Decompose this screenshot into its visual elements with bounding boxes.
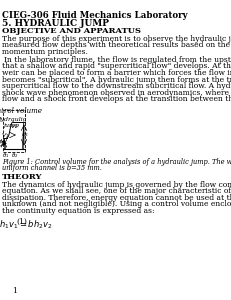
- Text: The purpose of this experiment is to observe the hydraulic jump phenomenon and t: The purpose of this experiment is to obs…: [2, 35, 231, 43]
- Text: (1): (1): [16, 218, 27, 226]
- Text: Control volume: Control volume: [0, 106, 42, 115]
- Text: weir can be placed to form a barrier which forces the flow in front of the weir : weir can be placed to form a barrier whi…: [2, 69, 231, 77]
- Text: becomes "subcritical". A hydraulic jump then forms at the transition from the up: becomes "subcritical". A hydraulic jump …: [2, 76, 231, 84]
- Text: $Q = bh_1v_1 = bh_2v_2$: $Q = bh_1v_1 = bh_2v_2$: [0, 218, 52, 231]
- Text: uniform channel is b=35 mm.: uniform channel is b=35 mm.: [2, 164, 102, 172]
- Text: THEORY: THEORY: [2, 173, 43, 181]
- Text: that a shallow and rapid "supercritical flow" develops. At the downstream end, a: that a shallow and rapid "supercritical …: [2, 62, 231, 70]
- Text: CIEG-306 Fluid Mechanics Laboratory: CIEG-306 Fluid Mechanics Laboratory: [2, 11, 188, 20]
- Text: $\theta_1$: $\theta_1$: [2, 152, 9, 160]
- Text: Hydraulic
jump: Hydraulic jump: [0, 117, 27, 128]
- Text: The dynamics of hydraulic jump is governed by the flow continuity and the moment: The dynamics of hydraulic jump is govern…: [2, 181, 231, 189]
- Text: unknown (and not negligible). Using a control volume enclosing the jump as shown: unknown (and not negligible). Using a co…: [2, 200, 231, 208]
- Text: $V_2$: $V_2$: [10, 122, 19, 131]
- Text: OBJECTIVE AND APPARATUS: OBJECTIVE AND APPARATUS: [2, 27, 141, 35]
- Text: supercritical flow to the downstream subcritical flow. A hydraulic jump is analo: supercritical flow to the downstream sub…: [2, 82, 231, 90]
- Text: shock wave phenomenon observed in aerodynamics, where a supersonic flow meets a : shock wave phenomenon observed in aerody…: [2, 89, 231, 97]
- Text: $\theta_2$: $\theta_2$: [11, 152, 18, 160]
- Text: measured flow depths with theoretical results based on the application of contin: measured flow depths with theoretical re…: [2, 41, 231, 50]
- Text: $V_1$: $V_1$: [1, 131, 10, 140]
- Text: In the laboratory flume, the flow is regulated from the upstream end by a sluice: In the laboratory flume, the flow is reg…: [4, 56, 231, 64]
- Text: dissipation. Therefore, energy equation cannot be used at this point because the: dissipation. Therefore, energy equation …: [2, 194, 231, 202]
- Text: the continuity equation is expressed as:: the continuity equation is expressed as:: [2, 207, 155, 215]
- Text: flow and a shock front develops at the transition between the two flow regimes.: flow and a shock front develops at the t…: [2, 95, 231, 104]
- Text: $h_2$: $h_2$: [21, 130, 30, 140]
- Text: equation. As we shall see, one of the major characteristic of a hydraulic jump i: equation. As we shall see, one of the ma…: [2, 187, 231, 195]
- Text: 1: 1: [12, 286, 17, 295]
- Text: Figure 1: Control volume for the analysis of a hydraulic jump. The width of the: Figure 1: Control volume for the analysi…: [2, 158, 231, 166]
- Text: momentum principles.: momentum principles.: [2, 48, 88, 56]
- Text: $h_1$: $h_1$: [0, 139, 7, 148]
- Text: 5. HYDRAULIC JUMP: 5. HYDRAULIC JUMP: [2, 19, 109, 28]
